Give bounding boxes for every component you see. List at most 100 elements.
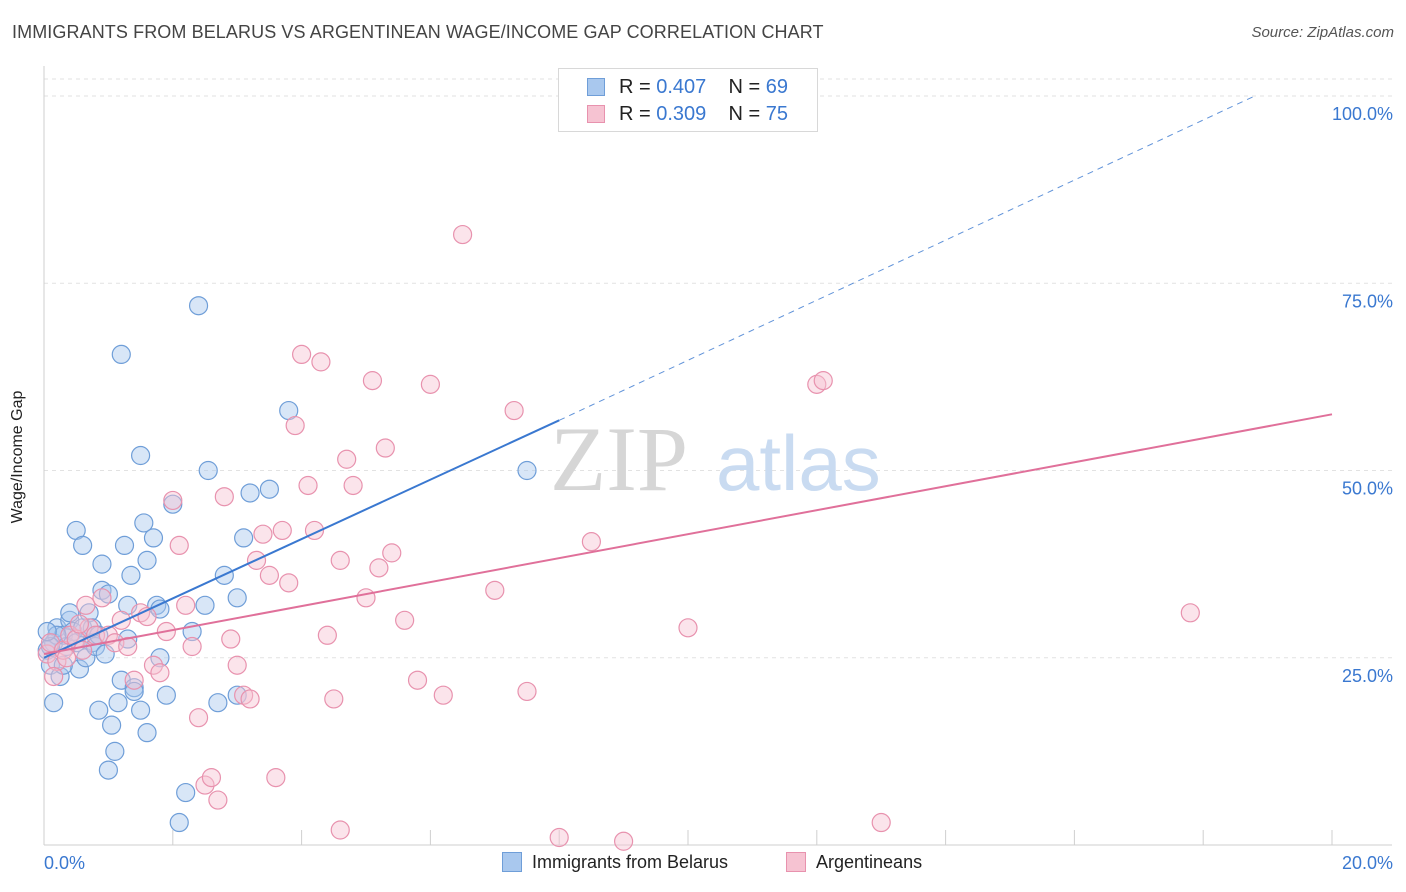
data-point-argentineans bbox=[279, 573, 299, 593]
data-point-argentineans bbox=[298, 475, 318, 496]
legend-swatch-blue bbox=[587, 78, 605, 96]
data-point-argentineans bbox=[292, 344, 312, 365]
legend-item-belarus[interactable]: Immigrants from Belarus bbox=[502, 852, 728, 873]
data-point-argentineans bbox=[504, 400, 524, 421]
tick-labels: 25.0% 50.0% 75.0% 100.0% 0.0% 20.0% bbox=[44, 104, 1393, 873]
data-point-argentineans bbox=[678, 618, 698, 638]
data-point-belarus bbox=[169, 812, 189, 833]
data-point-argentineans bbox=[311, 352, 331, 372]
legend-label: Argentineans bbox=[816, 852, 923, 872]
data-point-belarus bbox=[98, 760, 119, 780]
data-point-belarus bbox=[137, 550, 157, 570]
legend-item-argentineans[interactable]: Argentineans bbox=[786, 852, 922, 873]
data-point-belarus bbox=[37, 621, 57, 642]
data-point-argentineans bbox=[324, 689, 344, 709]
grid-lines bbox=[44, 78, 1392, 659]
data-point-argentineans bbox=[92, 588, 112, 608]
data-point-belarus bbox=[73, 535, 93, 556]
legend-swatch-pink bbox=[587, 105, 605, 123]
data-point-argentineans bbox=[871, 812, 891, 833]
data-point-belarus bbox=[198, 460, 218, 481]
data-point-argentineans bbox=[317, 625, 337, 645]
watermark: ZIP atlas bbox=[550, 408, 881, 510]
data-point-argentineans bbox=[382, 543, 402, 563]
data-point-argentineans bbox=[201, 767, 222, 788]
x-tick-label: 20.0% bbox=[1342, 853, 1393, 873]
data-point-belarus bbox=[143, 528, 164, 548]
data-point-argentineans bbox=[259, 565, 279, 585]
data-point-argentineans bbox=[182, 636, 202, 657]
trend-line-belarus bbox=[43, 419, 560, 659]
data-point-belarus bbox=[50, 666, 70, 687]
trend-line-belarus-extension bbox=[558, 95, 1255, 421]
data-point-argentineans bbox=[407, 670, 428, 690]
data-point-argentineans bbox=[76, 595, 96, 615]
data-point-belarus bbox=[111, 344, 131, 365]
data-point-argentineans bbox=[1180, 603, 1200, 623]
n-value: 75 bbox=[765, 103, 789, 125]
y-tick-label: 50.0% bbox=[1342, 479, 1393, 499]
data-point-argentineans bbox=[272, 520, 292, 541]
data-point-argentineans bbox=[549, 827, 569, 848]
data-point-belarus bbox=[131, 445, 151, 466]
r-label: R = bbox=[619, 76, 657, 98]
data-point-belarus bbox=[124, 681, 144, 702]
data-point-argentineans bbox=[485, 580, 505, 600]
data-point-argentineans bbox=[69, 614, 90, 634]
data-point-argentineans bbox=[395, 610, 415, 630]
r-value: 0.309 bbox=[656, 103, 707, 125]
data-point-belarus bbox=[121, 565, 141, 585]
data-point-argentineans bbox=[176, 595, 196, 615]
data-point-argentineans bbox=[253, 524, 273, 544]
data-point-argentineans bbox=[214, 487, 234, 507]
trend-lines bbox=[43, 95, 1333, 659]
data-point-belarus bbox=[89, 700, 109, 720]
data-point-belarus bbox=[131, 700, 151, 720]
data-point-argentineans bbox=[150, 663, 170, 683]
data-point-argentineans bbox=[517, 681, 537, 702]
data-point-belarus bbox=[176, 782, 196, 803]
data-point-belarus bbox=[134, 513, 154, 533]
data-point-belarus bbox=[517, 460, 537, 481]
axes bbox=[43, 66, 1392, 846]
data-point-argentineans bbox=[362, 371, 383, 391]
data-point-argentineans bbox=[163, 490, 183, 511]
data-point-argentineans bbox=[266, 767, 286, 788]
legend-swatch-pink bbox=[786, 852, 806, 872]
y-tick-label: 100.0% bbox=[1332, 104, 1393, 124]
data-point-argentineans bbox=[453, 224, 473, 245]
source-label: Source: ZipAtlas.com bbox=[1251, 24, 1394, 41]
r-value: 0.407 bbox=[656, 76, 707, 98]
data-point-argentineans bbox=[343, 475, 363, 496]
legend-label: Immigrants from Belarus bbox=[532, 852, 729, 872]
data-point-argentineans bbox=[613, 831, 634, 851]
n-value: 69 bbox=[765, 76, 789, 98]
watermark-zip: ZIP bbox=[550, 408, 688, 510]
data-point-belarus bbox=[234, 528, 254, 548]
data-point-belarus bbox=[102, 715, 122, 735]
data-point-argentineans bbox=[124, 670, 144, 690]
series-argentineans-points bbox=[37, 224, 1200, 851]
data-point-argentineans bbox=[285, 415, 305, 436]
data-point-belarus bbox=[259, 479, 279, 499]
data-point-argentineans bbox=[330, 550, 350, 570]
chart-title: IMMIGRANTS FROM BELARUS VS ARGENTINEAN W… bbox=[12, 22, 824, 42]
data-point-argentineans bbox=[208, 790, 228, 810]
data-point-belarus bbox=[227, 588, 247, 608]
data-point-argentineans bbox=[195, 775, 215, 795]
data-point-belarus bbox=[92, 554, 112, 574]
data-point-argentineans bbox=[375, 438, 395, 458]
trend-line-argentineans bbox=[43, 413, 1333, 655]
data-point-belarus bbox=[69, 659, 90, 679]
data-point-argentineans bbox=[227, 655, 247, 675]
y-axis-label: Wage/Income Gap bbox=[9, 390, 26, 524]
data-point-argentineans bbox=[44, 666, 64, 687]
correlation-legend: R = 0.407 N = 69 R = 0.309 N = 75 bbox=[558, 68, 818, 132]
data-point-belarus bbox=[108, 693, 128, 713]
series-belarus-points bbox=[37, 296, 537, 833]
data-point-belarus bbox=[105, 741, 125, 761]
data-point-belarus bbox=[44, 693, 64, 713]
data-point-argentineans bbox=[433, 685, 453, 705]
n-label: N = bbox=[728, 103, 766, 125]
